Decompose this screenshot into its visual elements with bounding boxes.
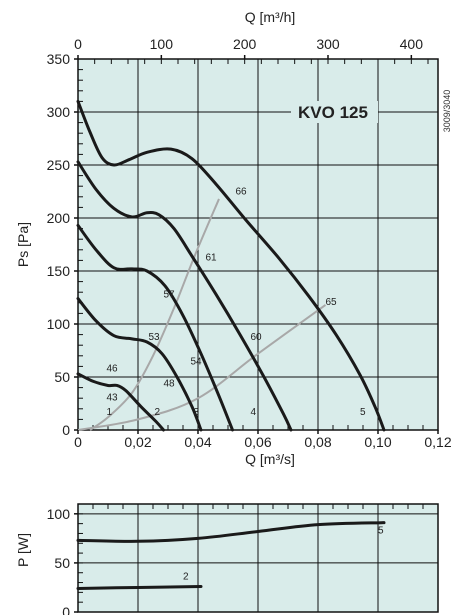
- curve-label: 4: [251, 407, 257, 418]
- x-tick-label: 0,06: [244, 434, 271, 450]
- curve-label: 54: [191, 356, 203, 367]
- x2-axis-label: Q [m³/h]: [245, 9, 296, 25]
- curve-label: 43: [107, 392, 119, 403]
- power-y-tick-label: 100: [47, 506, 71, 522]
- x-tick-label: 0,02: [124, 434, 151, 450]
- x-tick-label: 0,12: [424, 434, 451, 450]
- curve-label: 48: [164, 379, 176, 390]
- y-tick-label: 100: [47, 316, 71, 332]
- power-y-tick-label: 50: [54, 555, 70, 571]
- y-tick-label: 150: [47, 263, 71, 279]
- y-tick-label: 0: [62, 422, 70, 438]
- curve-label: 61: [206, 252, 218, 263]
- fan-curve-5: [76, 99, 386, 432]
- power-plot-frame: [77, 503, 439, 613]
- x2-tick-label: 300: [316, 36, 340, 52]
- pressure-chart: KVO 125 3009/3040 1 2 3 4 5 43 46 48 53 54 57 60 61 65 6…: [15, 9, 452, 467]
- x-tick-label: 0: [74, 434, 82, 450]
- fan-curve-2: [76, 297, 203, 432]
- system-curve: [77, 304, 327, 431]
- x2-tick-label: 200: [233, 36, 257, 52]
- y-tick-label: 50: [54, 369, 70, 385]
- power-curve-label: 2: [183, 572, 189, 583]
- y-axis-label: Ps [Pa]: [15, 222, 31, 267]
- x-tick-label: 0,10: [364, 434, 391, 450]
- x2-tick-label: 400: [400, 36, 424, 52]
- curve-label: 60: [251, 332, 263, 343]
- y-tick-label: 250: [47, 157, 71, 173]
- x2-tick-label: 0: [74, 36, 82, 52]
- curve-label: 1: [107, 407, 113, 418]
- chart-title: KVO 125: [298, 103, 368, 122]
- x-tick-label: 0,08: [304, 434, 331, 450]
- y-tick-label: 200: [47, 210, 71, 226]
- x-tick-label: 0,04: [184, 434, 211, 450]
- curve-label: 2: [155, 407, 161, 418]
- fan-curve-1: [76, 372, 165, 432]
- title-backdrop: [291, 101, 378, 123]
- x2-tick-label: 100: [150, 36, 174, 52]
- power-curve-2: [76, 584, 203, 590]
- curve-label: 46: [107, 364, 119, 375]
- power-curve-5: [76, 521, 386, 543]
- y-tick-label: 300: [47, 104, 71, 120]
- fan-curve-3: [76, 223, 234, 432]
- power-curve-label: 5: [378, 525, 384, 536]
- curve-label: 66: [236, 187, 248, 198]
- curve-label: 3: [194, 407, 200, 418]
- system-curve: [89, 198, 220, 431]
- curve-label: 53: [149, 332, 161, 343]
- power-y-tick-label: 0: [62, 604, 70, 615]
- curve-label: 5: [360, 407, 366, 418]
- drawing-code: 3009/3040: [442, 90, 452, 133]
- fan-curve-4: [76, 160, 293, 432]
- power-y-axis-label: P [W]: [15, 533, 31, 567]
- curve-label: 65: [326, 297, 338, 308]
- curve-label: 57: [164, 290, 176, 301]
- y-tick-label: 350: [47, 51, 71, 67]
- power-chart: 5 2 0 50 100 P [W]: [15, 503, 439, 615]
- x-axis-label: Q [m³/s]: [245, 451, 295, 467]
